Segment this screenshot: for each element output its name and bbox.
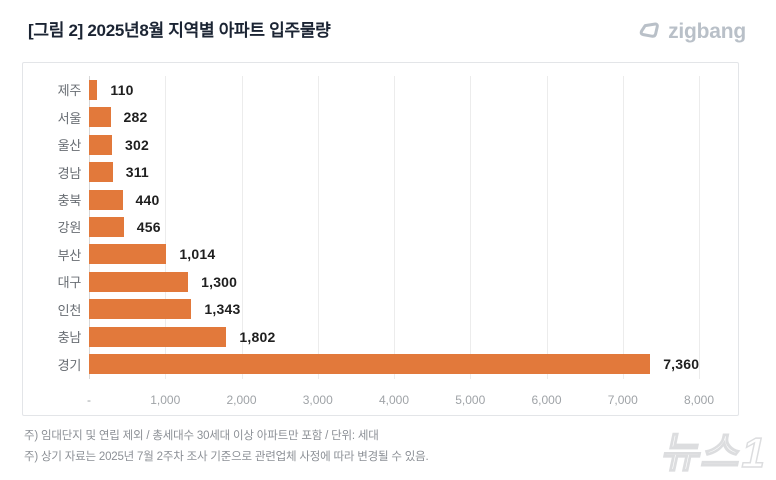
value-label: 302 [125,136,149,153]
x-tick-label: 7,000 [607,393,638,407]
bar-row: 대구 1,300 [23,268,738,295]
page-title: [그림 2] 2025년8월 지역별 아파트 입주물량 [28,21,331,40]
category-label: 서울 [57,110,82,126]
category-label: 울산 [57,138,82,154]
category-label: 제주 [57,83,82,99]
category-label: 대구 [57,275,82,291]
value-label: 1,343 [204,301,241,318]
bar-row: 인천 1,343 [23,296,738,323]
value-label: 1,300 [201,273,238,290]
zigbang-logo-text: zigbang [668,20,746,43]
zigbang-icon [637,20,661,44]
bar-track: 456 [89,213,699,240]
category-label: 충북 [57,193,82,209]
bar-track: 1,014 [89,241,699,268]
bar [89,271,189,292]
value-label: 282 [123,109,148,126]
x-tick-label: 4,000 [378,393,410,407]
bar-track: 1,300 [89,268,699,295]
bar [89,162,113,183]
category-label: 인천 [57,302,82,318]
category-label: 강원 [57,220,82,236]
value-label: 311 [125,164,149,181]
bar-row: 서울 282 [23,103,738,130]
bar-track: 440 [89,186,699,213]
bar-row: 경기 7,360 [23,351,738,378]
bar-track: 7,360 [89,351,699,378]
bar-track: 110 [89,76,699,103]
bar [89,134,113,155]
bar [89,354,651,375]
footnotes: 주) 임대단지 및 연립 제외 / 총세대수 30세대 이상 아파트만 포함 /… [24,426,429,468]
category-label: 경기 [57,357,82,373]
bar-track: 1,802 [89,323,699,350]
bar-row: 경남 311 [23,158,738,185]
x-tick-label: 8,000 [683,393,715,407]
footnote-line: 주) 상기 자료는 2025년 7월 2주차 조사 기준으로 관련업체 사정에 … [24,451,429,463]
category-label: 충남 [57,330,82,346]
bar-rows: 제주 110 서울 282 울산 302 경남 311 충북 440 강원 456 부산 1,014 대구 1… [23,76,738,378]
chart-panel: 제주 110 서울 282 울산 302 경남 311 충북 440 강원 456 부산 1,014 대구 1… [22,62,739,416]
value-label: 456 [136,218,161,235]
news1-watermark: 뉴스1 [658,428,773,477]
bar-row: 울산 302 [23,131,738,158]
bar-row: 강원 456 [23,213,738,240]
value-label: 110 [110,81,134,98]
x-axis: - 1,000 2,000 3,000 4,000 5,000 6,000 7,000 8,00… [87,393,714,409]
bar [89,244,167,265]
x-tick-label: 1,000 [150,393,181,407]
footnote-line: 주) 임대단지 및 연립 제외 / 총세대수 30세대 이상 아파트만 포함 /… [24,430,379,442]
bar [89,107,111,128]
x-tick-label: 2,000 [226,393,257,407]
bar-row: 제주 110 [23,76,738,103]
bar [89,326,227,347]
bar [89,299,192,320]
bar-row: 충남 1,802 [23,323,738,350]
category-label: 부산 [57,247,82,263]
bar-track: 282 [89,103,699,130]
bar-track: 1,343 [89,296,699,323]
bar-track: 302 [89,131,699,158]
bar-row: 충북 440 [23,186,738,213]
bar [89,189,123,210]
bar-track: 311 [89,158,699,185]
x-tick-label: 3,000 [302,393,333,407]
bar [89,216,124,237]
value-label: 1,802 [239,328,276,345]
zigbang-logo: zigbang [637,20,746,44]
bar-row: 부산 1,014 [23,241,738,268]
category-label: 경남 [57,165,82,181]
x-tick-label: 5,000 [455,393,486,407]
value-label: 1,014 [179,246,216,263]
x-tick-label: 6,000 [531,393,562,407]
bar [89,79,98,100]
value-label: 7,360 [663,356,700,373]
x-tick-label: - [87,393,91,407]
value-label: 440 [135,191,160,208]
